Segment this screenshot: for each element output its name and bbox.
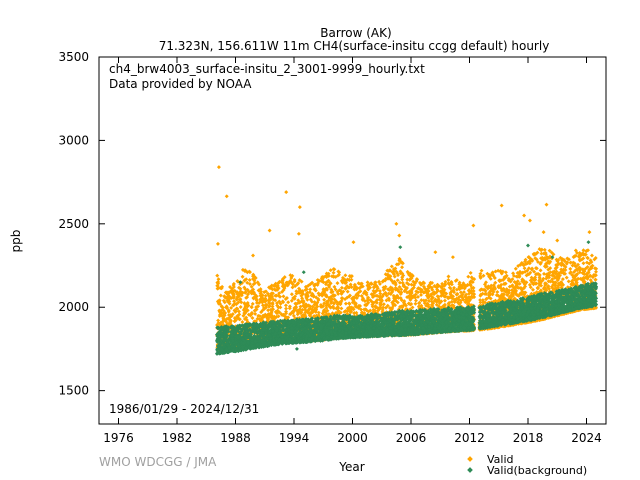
data-point-valid [538, 268, 543, 273]
data-point-valid [281, 294, 286, 299]
data-point-valid [560, 277, 565, 282]
data-point-valid [343, 273, 348, 278]
data-point-valid [503, 270, 508, 275]
data-point-valid [343, 301, 348, 306]
data-point-valid [240, 319, 245, 324]
data-point-valid [566, 279, 571, 284]
data-point-valid [339, 306, 344, 311]
data-point-valid [389, 264, 394, 269]
data-point-valid [513, 266, 518, 271]
data-point-valid [589, 253, 594, 258]
data-point-valid [594, 269, 598, 274]
data-point-valid [564, 275, 569, 280]
data-point-valid [581, 261, 586, 266]
data-point-valid [568, 266, 573, 271]
data-point-valid [446, 278, 451, 282]
data-point-valid [468, 270, 473, 275]
data-point-valid [479, 268, 484, 273]
data-point-valid [470, 280, 475, 285]
data-point-valid [283, 303, 288, 308]
data-point-valid [232, 299, 237, 304]
scatter-points [215, 165, 599, 356]
data-point-valid [495, 290, 500, 295]
data-point-valid [286, 300, 291, 305]
data-point-valid [238, 304, 243, 309]
data-point-valid [253, 311, 258, 316]
data-point-valid [539, 251, 544, 256]
data-point-valid [446, 274, 451, 279]
data-point-valid [335, 281, 340, 286]
data-point-valid [308, 287, 313, 292]
chart-subtitle: 71.323N, 156.611W 11m CH4(surface-insitu… [159, 39, 550, 53]
data-point-valid [240, 274, 245, 279]
data-point-valid [442, 298, 447, 303]
data-point-valid [542, 247, 547, 252]
data-point-valid [270, 304, 275, 309]
data-point-valid [331, 270, 336, 275]
data-point-valid [378, 291, 383, 296]
data-point-valid [218, 293, 223, 298]
data-point-valid [453, 278, 458, 283]
data-point-valid [413, 301, 418, 306]
data-point-valid [413, 298, 418, 303]
data-point-valid [316, 310, 321, 315]
data-point-valid [466, 274, 471, 279]
data-point-valid [454, 292, 459, 297]
data-point-valid [593, 277, 598, 282]
data-point-valid [522, 266, 527, 271]
data-point-valid [215, 286, 220, 291]
data-point-valid [542, 271, 547, 276]
data-point-valid [400, 265, 405, 270]
data-point-valid [400, 277, 405, 282]
data-point-valid [289, 292, 294, 297]
data-point-valid [247, 278, 252, 282]
data-point-valid [345, 289, 350, 294]
chart-title: Barrow (AK) [320, 26, 391, 40]
data-point-valid [322, 297, 327, 302]
data-point-valid [216, 318, 221, 323]
